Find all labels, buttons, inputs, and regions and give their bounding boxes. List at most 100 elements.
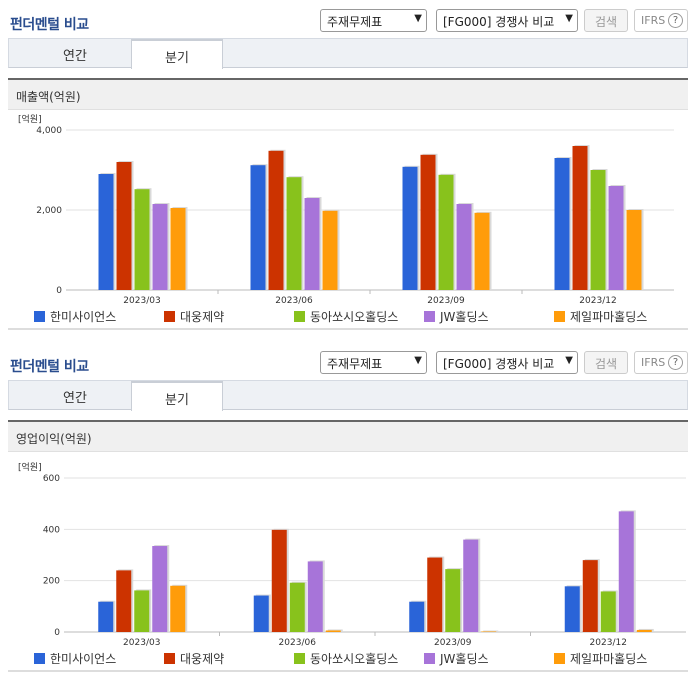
bar [307,561,323,632]
operating-profit-bar-chart: [억원] 0 200 400 600 2023/03 2023/06 2023/09 2023/… [18,461,686,648]
legend-item[interactable]: 대웅제약 [164,650,224,667]
x-tick-label: 2023/06 [275,296,313,306]
search-button[interactable]: 검색 [584,9,628,32]
legend-swatch [164,311,175,322]
legend-item[interactable]: 한미사이언스 [34,308,116,325]
bar [582,560,598,632]
bar-shadow [483,630,499,632]
help-icon[interactable]: ? [668,355,683,370]
bar [116,162,132,290]
chart-container: 영업이익(억원) [억원] 0 200 400 600 2023/03 2023/06 202… [8,420,688,670]
legend-label: 대웅제약 [180,652,225,666]
period-tabs: 연간 분기 [8,380,688,411]
legend-item[interactable]: JW홀딩스 [424,308,489,325]
period-tabs: 연간 분기 [8,38,688,69]
legend-label: 제일파마홀딩스 [570,652,648,666]
bar [456,204,472,290]
tab-annual[interactable]: 연간 [63,49,87,64]
legend-label: 한미사이언스 [50,652,117,666]
tab-annual[interactable]: 연간 [63,391,87,406]
bar [98,174,114,290]
metric-title: 매출액(억원) [8,80,688,110]
legend-swatch [294,311,305,322]
bar [402,166,418,290]
sales-bar-chart: [억원] 0 2,000 4,000 2023/03 2023/06 2023/09 2023… [18,113,674,306]
help-icon[interactable]: ? [668,13,683,28]
panel-title: 펀더멘털 비교 [10,17,89,33]
x-tick-label: 2023/09 [427,296,465,306]
bar [98,601,114,632]
bar [463,539,479,632]
statement-select[interactable]: 주재무제표 ▼ [320,9,427,32]
panel-header: 펀더멘털 비교 주재무제표 ▼ [FG000] 경쟁사 비교 ▼ 검색 IFRS… [0,342,696,380]
x-tick-label: 2023/12 [590,638,627,648]
legend-swatch [294,653,305,664]
chevron-down-icon: ▼ [414,355,422,366]
tab-quarterly[interactable]: 분기 [131,381,223,411]
y-tick-label: 600 [43,474,60,484]
compare-select[interactable]: [FG000] 경쟁사 비교 ▼ [436,9,578,32]
bar [427,557,443,632]
search-button[interactable]: 검색 [584,351,628,374]
bar [636,629,652,632]
divider [8,670,688,672]
x-tick-label: 2023/03 [123,638,160,648]
compare-select-value: [FG000] 경쟁사 비교 [443,357,555,371]
bar [271,529,287,632]
statement-select[interactable]: 주재무제표 ▼ [320,351,427,374]
legend-swatch [424,653,435,664]
legend-label: 동아쏘시오홀딩스 [310,652,399,666]
legend-swatch [424,311,435,322]
bar [289,582,305,632]
bar [590,170,606,290]
bar [152,546,168,632]
bar [134,189,150,290]
bar [286,177,302,290]
bar [268,150,284,290]
bar [325,630,341,632]
bar [474,212,490,290]
legend-item[interactable]: 대웅제약 [164,308,224,325]
y-tick-label: 200 [43,577,60,587]
legend-item[interactable]: JW홀딩스 [424,650,489,667]
bar [134,590,150,632]
bar [322,210,338,290]
chart-legend: 한미사이언스 대웅제약 동아쏘시오홀딩스 JW홀딩스 제일파마홀딩스 [8,648,688,670]
bar [445,569,461,632]
tab-quarterly[interactable]: 분기 [131,39,223,69]
legend-label: 제일파마홀딩스 [570,310,648,324]
metric-title: 영업이익(억원) [8,422,688,452]
bar [250,165,266,290]
legend-swatch [554,311,565,322]
legend-item[interactable]: 제일파마홀딩스 [554,308,647,325]
fundamental-panel-operating-profit: 펀더멘털 비교 주재무제표 ▼ [FG000] 경쟁사 비교 ▼ 검색 IFRS… [0,342,696,672]
compare-select-value: [FG000] 경쟁사 비교 [443,15,555,29]
x-tick-label: 2023/09 [434,638,472,648]
ifrs-button[interactable]: IFRS ? [634,351,688,374]
bar [481,631,497,632]
x-tick-label: 2023/12 [579,296,616,306]
fundamental-panel-sales: 펀더멘털 비교 주재무제표 ▼ [FG000] 경쟁사 비교 ▼ 검색 IFRS… [0,0,696,330]
legend-item[interactable]: 동아쏘시오홀딩스 [294,308,398,325]
legend-swatch [34,653,45,664]
statement-select-value: 주재무제표 [327,15,383,29]
legend-swatch [164,653,175,664]
divider [8,328,688,330]
statement-select-value: 주재무제표 [327,357,383,371]
legend-item[interactable]: 동아쏘시오홀딩스 [294,650,398,667]
ifrs-button[interactable]: IFRS ? [634,9,688,32]
bar [600,591,616,632]
legend-swatch [34,311,45,322]
ifrs-label: IFRS [641,356,666,369]
x-tick-label: 2023/06 [279,638,317,648]
panel-header: 펀더멘털 비교 주재무제표 ▼ [FG000] 경쟁사 비교 ▼ 검색 IFRS… [0,0,696,38]
compare-select[interactable]: [FG000] 경쟁사 비교 ▼ [436,351,578,374]
bar [572,146,588,290]
chevron-down-icon: ▼ [414,13,422,24]
legend-label: JW홀딩스 [440,310,489,324]
y-tick-label: 4,000 [36,126,62,136]
legend-label: JW홀딩스 [440,652,489,666]
legend-item[interactable]: 한미사이언스 [34,650,116,667]
bar [116,570,132,632]
legend-item[interactable]: 제일파마홀딩스 [554,650,647,667]
